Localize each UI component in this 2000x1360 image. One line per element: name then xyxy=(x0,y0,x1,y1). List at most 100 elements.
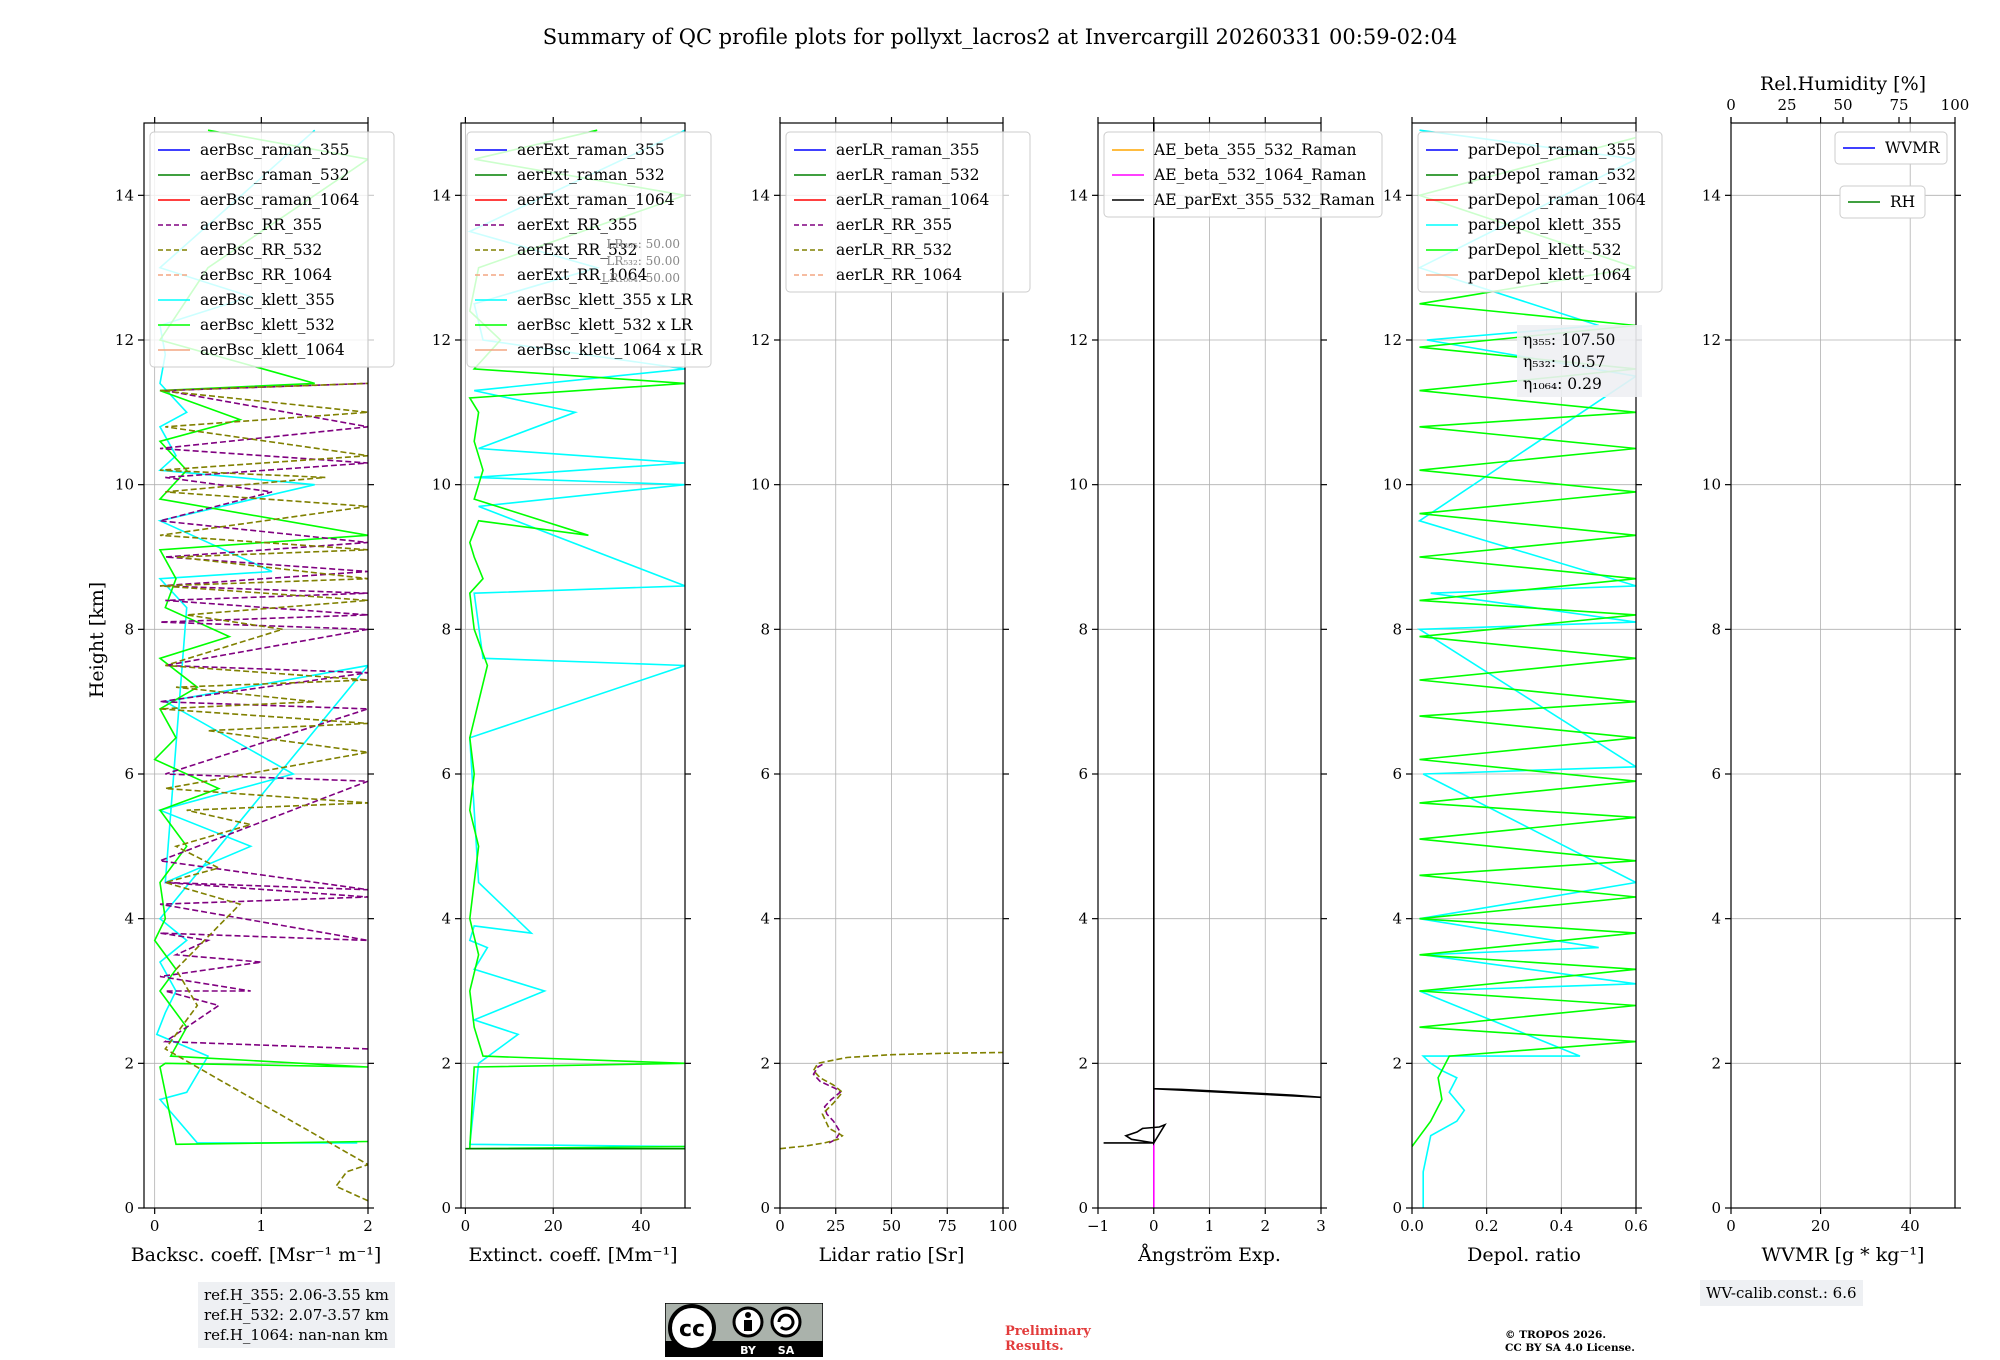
series-line-bsc-2 xyxy=(159,382,368,1050)
x-tick-label-ext: 40 xyxy=(632,1217,651,1235)
cc-text: cc xyxy=(679,1317,705,1342)
by-text: BY xyxy=(740,1344,757,1357)
legend-label-bsc: aerBsc_RR_1064 xyxy=(200,266,332,284)
y-tick-label-ext: 2 xyxy=(441,1054,451,1072)
legend-lr: aerLR_raman_355 aerLR_raman_532 aerLR_rama… xyxy=(785,131,1031,293)
x-axis-label-ext: Extinct. coeff. [Mm⁻¹] xyxy=(468,1244,677,1266)
series-line-lr-1 xyxy=(780,1051,1003,1150)
legend-label-bsc: aerBsc_raman_532 xyxy=(200,166,350,184)
legend-label-lr: aerLR_raman_1064 xyxy=(836,191,989,209)
copyright-note: © TROPOS 2026. CC BY SA 4.0 License. xyxy=(1505,1329,1635,1355)
legend-label-ext: aerExt_RR_1064 xyxy=(517,266,648,284)
x-tick-label-wv: 0 xyxy=(1726,1217,1736,1235)
y-tick-label-wv: 2 xyxy=(1711,1054,1721,1072)
y-tick-label-ext: 10 xyxy=(432,476,451,494)
y-tick-label-lr: 10 xyxy=(751,476,770,494)
legend-label-ae: AE_beta_355_532_Raman xyxy=(1153,141,1356,159)
x-tick-label-ae: 1 xyxy=(1205,1217,1215,1235)
y-tick-label-ae: 0 xyxy=(1078,1199,1088,1217)
series-line-bsc-1 xyxy=(153,129,368,1146)
y-tick-label-bsc: 2 xyxy=(124,1054,134,1072)
top-tick-label-wv: 100 xyxy=(1941,96,1970,114)
legend-label-lr: aerLR_RR_1064 xyxy=(836,266,962,284)
panel-depol: 0.0 0.2 0.4 0.6 0 2 4 6 8 10 12 14 Depol. ratio parDe… xyxy=(1383,117,1663,1266)
ref-height-355: ref.H_355: 2.06-3.55 km xyxy=(204,1286,389,1304)
cc-icon xyxy=(668,1304,716,1352)
x-tick-label-ae: 0 xyxy=(1149,1217,1159,1235)
y-tick-label-ext: 0 xyxy=(441,1199,451,1217)
legend-box-ae xyxy=(1103,131,1383,218)
y-tick-label-bsc: 12 xyxy=(115,331,134,349)
y-tick-label-ae: 14 xyxy=(1069,186,1088,204)
ref-height-1064: ref.H_1064: nan-nan km xyxy=(204,1326,389,1344)
y-tick-label-lr: 8 xyxy=(760,620,770,638)
legend-label-lr: aerLR_RR_532 xyxy=(836,241,952,259)
legend-label-bsc: aerBsc_klett_1064 xyxy=(200,341,345,359)
y-tick-label-bsc: 14 xyxy=(115,186,134,204)
legend-label-depol: parDepol_klett_1064 xyxy=(1468,266,1631,284)
y-tick-label-lr: 12 xyxy=(751,331,770,349)
top-tick-label-wv: 50 xyxy=(1833,96,1852,114)
legend-label-ae: AE_parExt_355_532_Raman xyxy=(1153,191,1375,209)
y-tick-label-bsc: 8 xyxy=(124,620,134,638)
panel-wv: 0 20 40 0 2 4 6 8 10 12 14 WVMR [g * kg⁻¹] 0 25 50 75 10… xyxy=(1702,73,1969,1266)
legend-ext: aerExt_raman_355 aerExt_raman_532 aerExt_r… xyxy=(466,131,712,368)
legend-label-lr: aerLR_raman_355 xyxy=(836,141,979,159)
legend-label-depol: parDepol_raman_1064 xyxy=(1468,191,1646,209)
eta-box xyxy=(1517,325,1642,397)
y-tick-label-lr: 14 xyxy=(751,186,770,204)
legend-label-depol: parDepol_klett_355 xyxy=(1468,216,1621,234)
x-tick-label-ae: −1 xyxy=(1087,1217,1109,1235)
lr-label: LR₃₅₅: 50.00 xyxy=(606,237,680,251)
y-tick-label-bsc: 10 xyxy=(115,476,134,494)
wv-calib-box: WV-calib.const.: 6.6 xyxy=(1700,1280,1863,1306)
x-tick-label-wv: 40 xyxy=(1901,1217,1920,1235)
x-axis-label-bsc: Backsc. coeff. [Msr⁻¹ m⁻¹] xyxy=(131,1244,382,1266)
legend-label-wvmr: WVMR xyxy=(1885,139,1941,157)
legend-label-bsc: aerBsc_raman_1064 xyxy=(200,191,360,209)
x-axis-label-lr: Lidar ratio [Sr] xyxy=(819,1244,965,1266)
y-tick-label-wv: 12 xyxy=(1702,331,1721,349)
series-group-lr xyxy=(780,1051,1003,1150)
y-tick-label-bsc: 4 xyxy=(124,910,134,928)
legend-label-lr: aerLR_RR_355 xyxy=(836,216,952,234)
legend-label-depol: parDepol_raman_532 xyxy=(1468,166,1636,184)
x-axis-label-wv: WVMR [g * kg⁻¹] xyxy=(1762,1244,1925,1266)
eta-label: η₅₃₂: 10.57 xyxy=(1523,353,1605,371)
legend-label-bsc: aerBsc_klett_355 xyxy=(200,291,335,309)
preliminary-line-2: Results. xyxy=(1005,1339,1064,1354)
legend-label-ext: aerBsc_klett_1064 x LR xyxy=(517,341,704,359)
y-tick-label-lr: 4 xyxy=(760,910,770,928)
preliminary-results-note: Preliminary Results. xyxy=(1005,1324,1091,1354)
x-axis-label-ae: Ångström Exp. xyxy=(1137,1244,1281,1266)
wv-calib-const: WV-calib.const.: 6.6 xyxy=(1706,1284,1857,1302)
y-tick-label-wv: 6 xyxy=(1711,765,1721,783)
x-tick-label-ae: 2 xyxy=(1260,1217,1270,1235)
legend-label-ext: aerBsc_klett_355 x LR xyxy=(517,291,694,309)
y-tick-label-ae: 8 xyxy=(1078,620,1088,638)
lr-label: LR₅₃₂: 50.00 xyxy=(606,254,680,268)
eta-label: η₁₀₆₄: 0.29 xyxy=(1523,375,1602,393)
eta-label: η₃₅₅: 107.50 xyxy=(1523,331,1615,349)
series-group-bsc xyxy=(153,129,368,1202)
series-line-ae-1 xyxy=(1103,123,1321,1146)
y-tick-label-depol: 12 xyxy=(1383,331,1402,349)
y-tick-label-ae: 10 xyxy=(1069,476,1088,494)
legend-label-ae: AE_beta_532_1064_Raman xyxy=(1153,166,1366,184)
legend-depol: parDepol_raman_355 parDepol_raman_532 parD… xyxy=(1417,131,1663,293)
x-tick-label-lr: 0 xyxy=(775,1217,785,1235)
legend-bsc: aerBsc_raman_355 aerBsc_raman_532 aerBsc_r… xyxy=(149,131,395,368)
y-tick-label-ae: 12 xyxy=(1069,331,1088,349)
x-tick-label-depol: 0.0 xyxy=(1400,1217,1424,1235)
y-tick-label-ae: 4 xyxy=(1078,910,1088,928)
x-tick-label-lr: 25 xyxy=(826,1217,845,1235)
y-tick-label-wv: 14 xyxy=(1702,186,1721,204)
legend-box-wvmr xyxy=(1834,131,1948,165)
legend-label-ext: aerExt_RR_532 xyxy=(517,241,638,259)
x-tick-label-ae: 3 xyxy=(1316,1217,1326,1235)
legend-box-lr xyxy=(785,131,1031,293)
x-tick-label-ext: 20 xyxy=(544,1217,563,1235)
series-line-bsc-0 xyxy=(155,129,368,1144)
y-tick-label-ext: 6 xyxy=(441,765,451,783)
sa-share-icon xyxy=(770,1306,802,1338)
